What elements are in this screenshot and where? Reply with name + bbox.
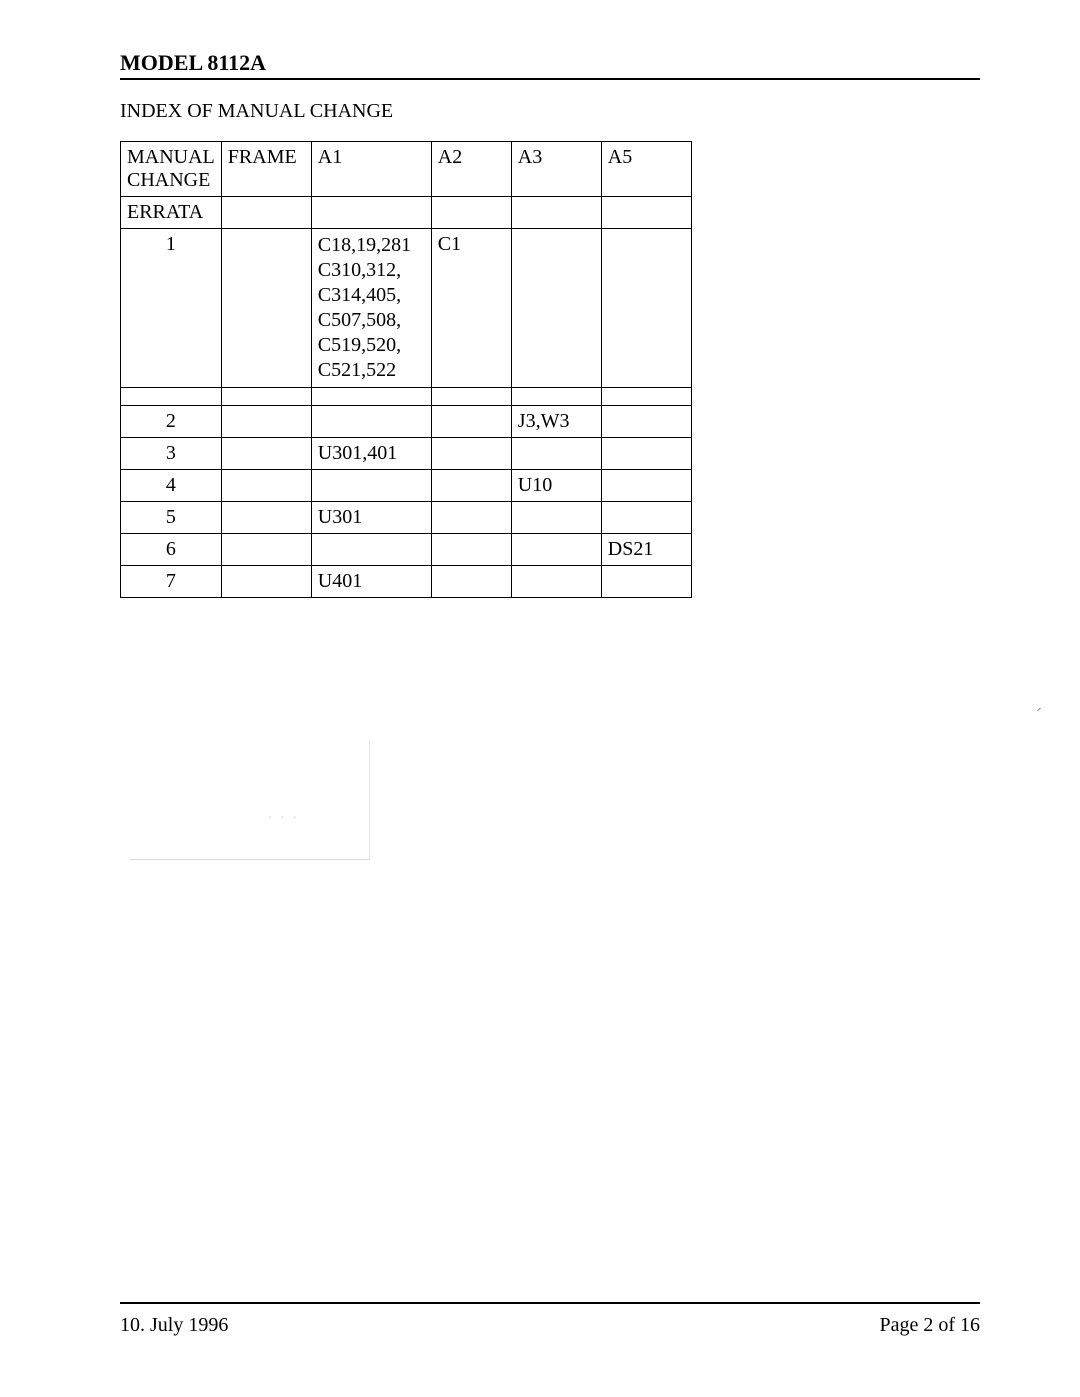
table-cell (511, 229, 601, 388)
table-cell: U301 (311, 502, 431, 534)
table-cell (221, 470, 311, 502)
table-cell: 1 (121, 229, 222, 388)
footer: 10. July 1996 Page 2 of 16 (120, 1302, 980, 1337)
table-header-cell: A1 (311, 142, 431, 197)
table-cell: 6 (121, 534, 222, 566)
table-cell (311, 197, 431, 229)
table-cell (221, 438, 311, 470)
model-title: MODEL 8112A (120, 50, 980, 76)
table-cell (601, 406, 691, 438)
table-cell (601, 388, 691, 406)
scan-artifact: · · · (130, 740, 370, 860)
table-cell (511, 566, 601, 598)
table-cell (511, 197, 601, 229)
table-header-cell: A2 (431, 142, 511, 197)
table-cell (601, 566, 691, 598)
table-cell (431, 388, 511, 406)
table-cell: J3,W3 (511, 406, 601, 438)
table-cell (311, 388, 431, 406)
header-rule (120, 78, 980, 80)
table-cell (121, 388, 222, 406)
table-cell: U401 (311, 566, 431, 598)
table-cell (221, 388, 311, 406)
table-cell (601, 229, 691, 388)
footer-date: 10. July 1996 (120, 1314, 228, 1337)
table-cell (601, 197, 691, 229)
artifact-dots: · · · (268, 811, 299, 827)
table-header-cell: A3 (511, 142, 601, 197)
table-cell (221, 229, 311, 388)
table-header-cell: FRAME (221, 142, 311, 197)
table-cell: 7 (121, 566, 222, 598)
table-header-cell: A5 (601, 142, 691, 197)
table-cell (431, 438, 511, 470)
table-cell: 5 (121, 502, 222, 534)
table-cell (431, 566, 511, 598)
table-cell: 2 (121, 406, 222, 438)
table-cell (601, 502, 691, 534)
table-cell: C1 (431, 229, 511, 388)
index-table: MANUALCHANGEFRAMEA1A2A3A5 ERRATA1 C18,19,2… (120, 141, 692, 598)
table-cell: 4 (121, 470, 222, 502)
table-header-cell: MANUALCHANGE (121, 142, 222, 197)
table-cell (431, 502, 511, 534)
table-cell (221, 406, 311, 438)
table-cell (601, 470, 691, 502)
table-cell (601, 438, 691, 470)
table-cell (511, 534, 601, 566)
table-cell: ERRATA (121, 197, 222, 229)
table-cell (311, 406, 431, 438)
table-cell (511, 502, 601, 534)
table-cell (431, 534, 511, 566)
table-cell: U301,401 (311, 438, 431, 470)
table-cell (311, 470, 431, 502)
footer-page: Page 2 of 16 (879, 1314, 980, 1337)
table-cell (431, 406, 511, 438)
table-cell: DS21 (601, 534, 691, 566)
footer-rule (120, 1302, 980, 1304)
table-cell (431, 470, 511, 502)
table-cell (221, 534, 311, 566)
table-cell (221, 502, 311, 534)
table-cell (221, 566, 311, 598)
table-cell: U10 (511, 470, 601, 502)
table-cell (511, 388, 601, 406)
table-cell (431, 197, 511, 229)
side-mark: ˊ (1036, 705, 1042, 726)
table-cell (311, 534, 431, 566)
table-cell: C18,19,281C310,312,C314,405,C507,508,C51… (311, 229, 431, 388)
table-cell (511, 438, 601, 470)
table-cell (221, 197, 311, 229)
table-cell: 3 (121, 438, 222, 470)
section-title: INDEX OF MANUAL CHANGE (120, 100, 980, 123)
